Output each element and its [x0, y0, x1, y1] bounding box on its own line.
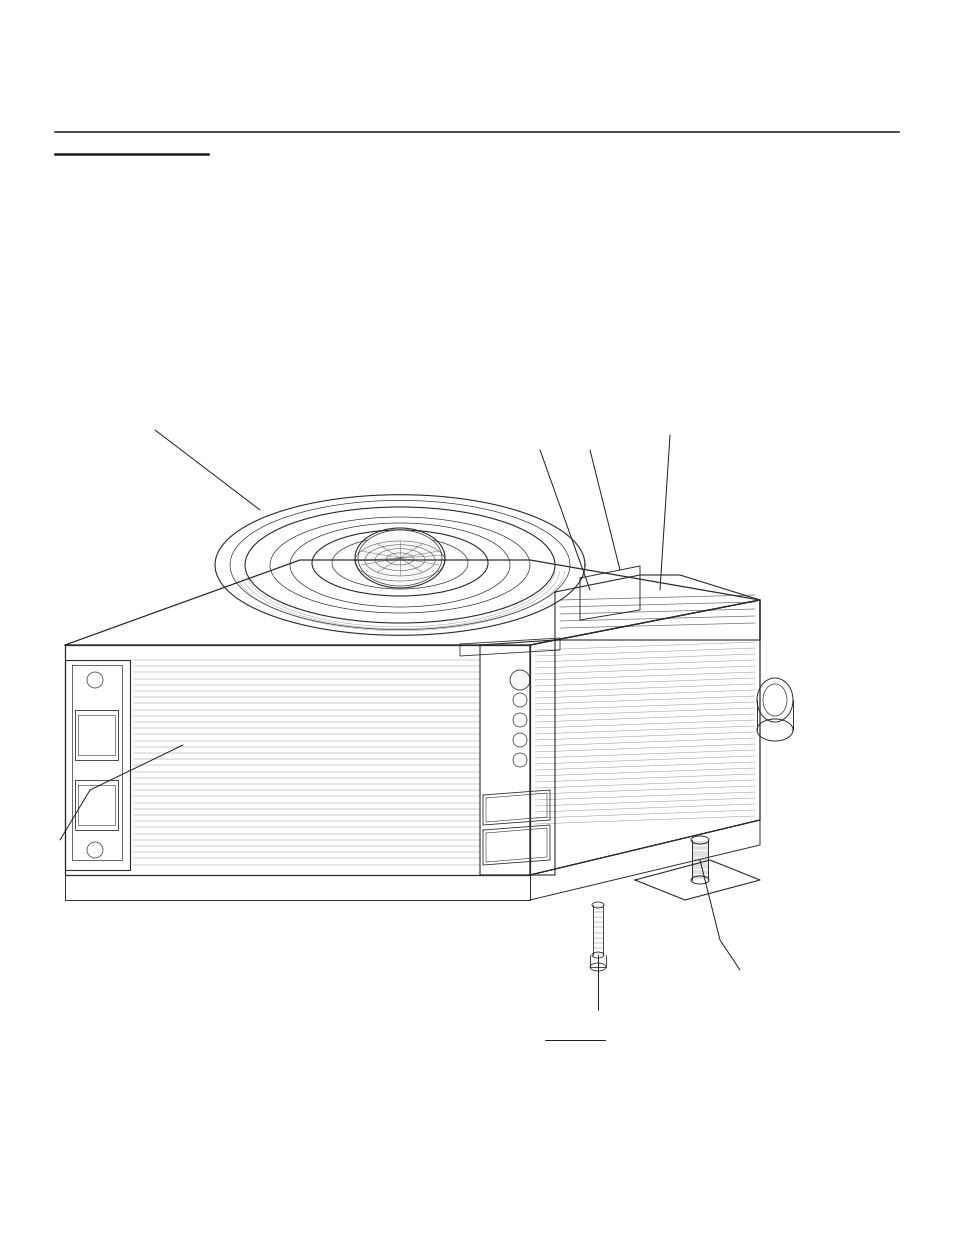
Ellipse shape	[357, 530, 441, 585]
